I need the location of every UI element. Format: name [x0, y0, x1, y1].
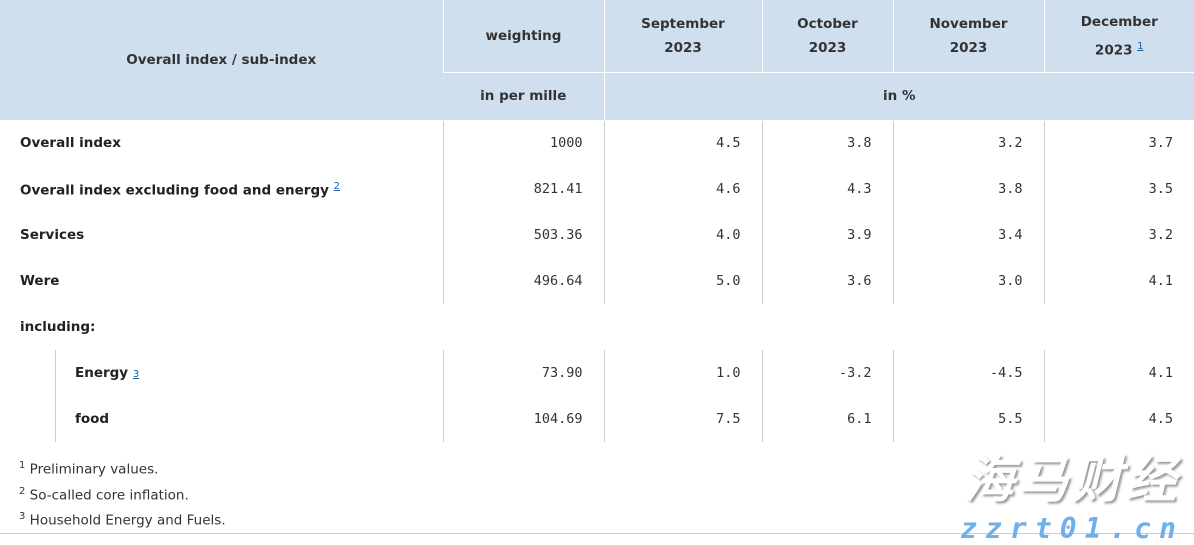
watermark-text: 海马财经 [964, 451, 1181, 509]
bottom-divider [0, 533, 1194, 534]
header-oct: October 2023 [761, 0, 893, 73]
value: 4.1 [1043, 258, 1194, 304]
value: 3.0 [892, 258, 1044, 304]
value: 3.9 [761, 212, 893, 258]
header-index: Overall index / sub-index [0, 0, 443, 121]
footnotes: 1 Preliminary values. 2 So-called core i… [19, 455, 226, 532]
weight: 503.36 [442, 212, 604, 258]
row-label: Energy 3 [0, 350, 443, 396]
row-label: Overall index excluding food and energy … [20, 181, 340, 199]
value: 4.5 [1043, 396, 1194, 442]
weight: 496.64 [442, 258, 604, 304]
value: 3.6 [761, 258, 893, 304]
value: 3.2 [892, 120, 1044, 166]
header-weighting: weighting [442, 0, 604, 73]
header-dec: December 2023 1 [1043, 0, 1194, 73]
watermark-url: zzrt01.cn [960, 512, 1184, 545]
value: 6.1 [761, 396, 893, 442]
value: 3.2 [1043, 212, 1194, 258]
value: 3.8 [761, 120, 893, 166]
table-row: Energy 3 73.90 1.0 -3.2 -4.5 4.1 [0, 350, 1194, 396]
weight: 1000 [442, 120, 604, 166]
header-sep: September 2023 [603, 0, 762, 73]
header-weighting-unit: in per mille [443, 72, 604, 121]
table-row: including: [0, 304, 1194, 350]
footnote: 3 Household Energy and Fuels. [19, 511, 226, 529]
weight: 821.41 [442, 166, 604, 212]
value: 1.0 [603, 350, 762, 396]
value: 5.0 [603, 258, 762, 304]
value: -4.5 [892, 350, 1044, 396]
value: 7.5 [603, 396, 762, 442]
weight: 73.90 [442, 350, 604, 396]
row-label: Services [20, 227, 85, 243]
footnote-link-1[interactable]: 1 [1137, 40, 1144, 52]
row-label: including: [20, 319, 96, 335]
footnote: 2 So-called core inflation. [19, 485, 189, 504]
row-label: food [0, 396, 443, 442]
table-row: Overall index excluding food and energy … [0, 166, 1194, 212]
footnote-link-2[interactable]: 2 [333, 181, 340, 193]
value: 4.1 [1043, 350, 1194, 396]
value: 4.6 [603, 166, 762, 212]
footnote-link-3[interactable]: 3 [132, 368, 140, 380]
value: -3.2 [761, 350, 893, 396]
watermark: 海马财经 zzrt01.cn [960, 440, 1184, 545]
row-label: Overall index [20, 135, 121, 152]
row-label: Were [20, 273, 60, 289]
value: 5.5 [892, 396, 1044, 442]
table-row: Overall index 1000 4.5 3.8 3.2 3.7 [0, 120, 1194, 166]
value: 4.0 [603, 212, 762, 258]
value: 3.7 [1043, 120, 1194, 166]
value: 3.5 [1043, 166, 1194, 212]
header-months-unit: in % [603, 72, 1194, 121]
value: 4.5 [603, 120, 762, 166]
value: 3.8 [892, 166, 1044, 212]
value: 3.4 [892, 212, 1044, 258]
weight: 104.69 [442, 396, 604, 442]
value: 4.3 [761, 166, 893, 212]
table-row: Were 496.64 5.0 3.6 3.0 4.1 [0, 258, 1194, 304]
table-row: food 104.69 7.5 6.1 5.5 4.5 [0, 396, 1194, 442]
table-row: Services 503.36 4.0 3.9 3.4 3.2 [0, 212, 1194, 258]
inflation-table: Overall index / sub-index weighting Sept… [0, 0, 1194, 442]
header-nov: November 2023 [892, 0, 1044, 73]
footnote: 1 Preliminary values. [19, 460, 159, 478]
